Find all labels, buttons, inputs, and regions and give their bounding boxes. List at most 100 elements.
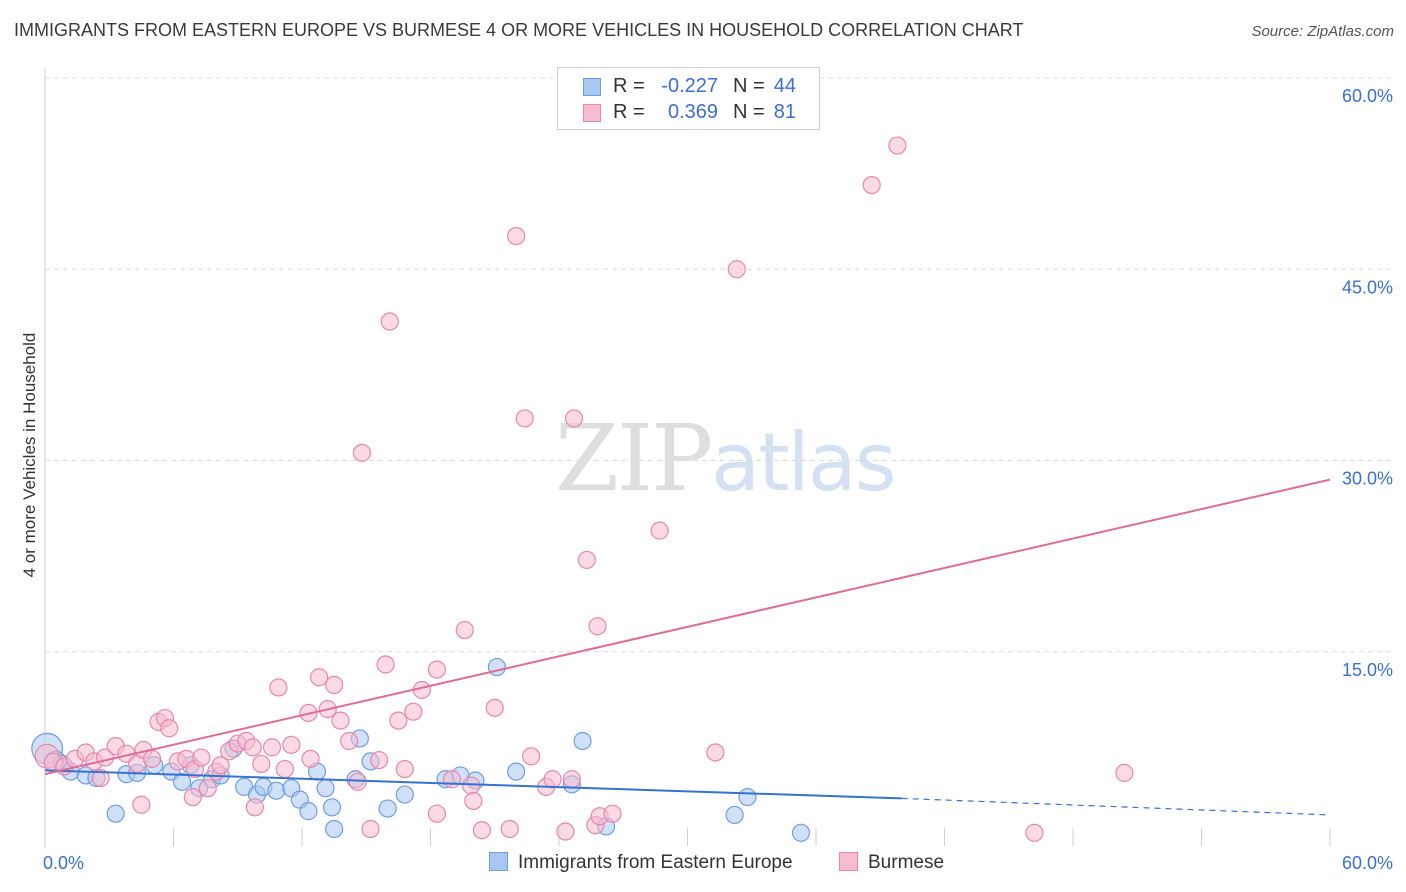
point-burmese	[310, 668, 329, 687]
point-burmese	[522, 747, 541, 766]
legend-r-value: 0.369	[667, 101, 718, 123]
point-burmese	[485, 698, 504, 717]
point-eastern-europe	[725, 805, 744, 825]
legend-n-value: 44	[773, 75, 796, 97]
point-burmese	[245, 798, 264, 817]
point-eastern-europe	[172, 772, 192, 791]
point-eastern-europe	[395, 785, 414, 804]
point-burmese	[262, 738, 282, 757]
point-eastern-europe	[791, 823, 811, 842]
legend-n-value: 81	[773, 101, 796, 123]
tick-labels: 15.0% 30.0% 45.0% 60.0% 0.0% 60.0%	[43, 86, 1393, 873]
point-burmese	[507, 227, 526, 246]
legend-swatch-pink	[583, 104, 601, 122]
gridlines	[45, 77, 1395, 653]
point-burmese	[389, 711, 408, 730]
point-burmese	[340, 731, 359, 751]
point-burmese	[132, 795, 151, 814]
point-burmese	[198, 779, 217, 798]
point-eastern-europe	[378, 799, 397, 818]
legend-row-eastern-europe: R = -0.227 N = 44	[558, 75, 821, 101]
point-burmese	[564, 409, 584, 428]
point-eastern-europe	[487, 657, 506, 677]
point-burmese	[472, 821, 491, 840]
point-burmese	[252, 754, 271, 774]
point-burmese	[183, 787, 202, 807]
watermark-atlas: atlas	[711, 416, 896, 509]
series-label: Burmese	[868, 852, 945, 873]
legend-swatch-blue	[583, 78, 601, 96]
point-eastern-europe	[316, 779, 335, 798]
point-burmese	[269, 678, 288, 697]
point-burmese	[603, 804, 622, 823]
axes	[44, 68, 1331, 847]
series-legend: Immigrants from Eastern Europe Burmese	[0, 852, 1406, 878]
legend-r-label: R =	[613, 101, 645, 123]
point-burmese	[211, 756, 230, 775]
series-legend-burmese[interactable]: Burmese	[839, 852, 944, 874]
x-tick-label-max: 60.0%	[1342, 853, 1393, 873]
point-burmese	[361, 819, 380, 839]
point-eastern-europe	[325, 819, 344, 839]
point-burmese	[275, 759, 294, 779]
point-burmese	[427, 804, 447, 823]
point-eastern-europe	[299, 802, 318, 821]
point-burmese	[192, 748, 211, 767]
point-burmese	[464, 791, 483, 811]
point-burmese	[352, 443, 372, 462]
point-burmese	[650, 521, 669, 540]
data-points	[31, 136, 1134, 842]
series-swatch-blue	[489, 852, 508, 871]
trend-lines	[44, 478, 1331, 816]
legend-n-label: N =	[733, 101, 765, 123]
legend-r-label: R =	[613, 75, 645, 97]
point-burmese	[462, 776, 481, 795]
trend-line-eastern-europe	[44, 769, 902, 800]
point-eastern-europe	[106, 804, 125, 823]
point-burmese	[380, 312, 399, 331]
legend-row-burmese: R = 0.369 N = 81	[558, 101, 821, 127]
y-tick-label: 30.0%	[1342, 469, 1393, 489]
y-tick-label: 15.0%	[1342, 660, 1393, 680]
point-burmese	[395, 759, 414, 779]
point-eastern-europe	[738, 787, 757, 807]
point-burmese	[282, 735, 301, 754]
x-tick-label-min: 0.0%	[43, 853, 84, 873]
point-burmese	[1115, 763, 1134, 782]
point-burmese	[515, 409, 534, 428]
point-burmese	[331, 711, 350, 730]
point-burmese	[442, 770, 462, 789]
legend-n-label: N =	[733, 75, 765, 97]
series-label: Immigrants from Eastern Europe	[518, 852, 793, 873]
y-tick-label: 60.0%	[1342, 86, 1393, 106]
point-eastern-europe	[573, 731, 592, 751]
point-burmese	[376, 655, 395, 674]
point-eastern-europe	[322, 798, 342, 817]
point-burmese	[727, 260, 746, 279]
source-label: Source: ZipAtlas.com	[1251, 23, 1394, 40]
point-eastern-europe	[267, 781, 286, 800]
series-legend-eastern-europe[interactable]: Immigrants from Eastern Europe	[489, 852, 793, 874]
point-burmese	[888, 136, 907, 155]
series-swatch-pink	[839, 852, 858, 871]
legend-r-value: -0.227	[661, 75, 718, 97]
point-burmese	[370, 751, 389, 770]
point-burmese	[427, 660, 447, 679]
point-burmese	[142, 749, 162, 768]
point-burmese	[562, 770, 581, 789]
point-burmese	[455, 620, 474, 640]
point-burmese	[91, 768, 110, 788]
point-burmese	[556, 822, 575, 841]
point-burmese	[325, 675, 344, 695]
correlation-legend: R = -0.227 N = 44 R = 0.369 N = 81	[557, 67, 820, 130]
watermark: ZIPatlas	[555, 405, 897, 512]
trend-line-eastern-europe-extension	[901, 797, 1331, 816]
point-burmese	[862, 176, 881, 195]
chart-title: IMMIGRANTS FROM EASTERN EUROPE VS BURMES…	[14, 20, 1024, 40]
point-burmese	[577, 550, 596, 570]
point-burmese	[160, 719, 179, 738]
point-burmese	[588, 617, 607, 636]
point-burmese	[404, 702, 423, 721]
point-burmese	[543, 770, 562, 789]
